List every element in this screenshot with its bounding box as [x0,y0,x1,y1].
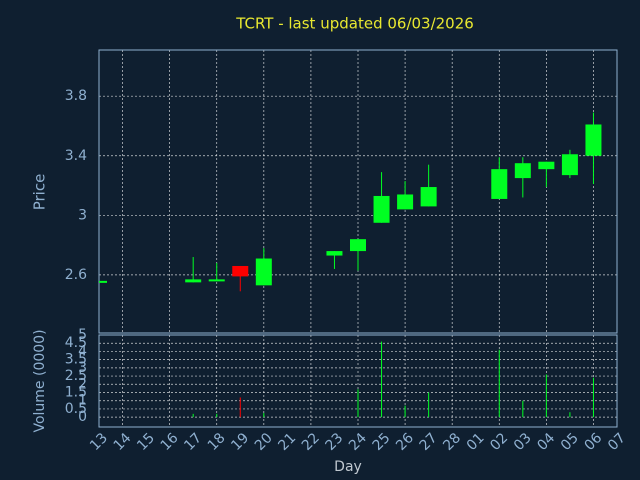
volume-tick-label: 3.5 [65,352,87,368]
x-tick-label: 22 [299,430,323,454]
x-tick-label: 20 [252,430,276,454]
volume-tick-label: 1.5 [65,385,87,401]
x-tick-label: 17 [181,430,205,454]
candle-body [585,124,602,156]
candles [99,112,602,292]
x-tick-label: 26 [393,430,417,454]
x-tick-label: 18 [205,430,229,454]
x-tick-label: 24 [346,430,370,454]
volume-tick-label: 4.5 [65,335,87,351]
candle-body [326,251,343,256]
x-tick-label: 13 [87,430,111,454]
y-tick-label: 3 [78,207,87,223]
candle-body [420,187,437,207]
candle-body [185,279,202,283]
y-tick-label: 3.8 [65,88,87,104]
plot-frame [98,49,618,334]
x-axis-label: Day [334,459,362,475]
x-tick-label: 23 [322,430,346,454]
x-tick-label: 05 [558,430,582,454]
x-tick-label: 19 [228,430,252,454]
candle-body [208,279,225,282]
x-tick-label: 27 [417,430,441,454]
candle-body [232,265,249,277]
y-tick-label: 3.4 [65,148,87,164]
candle-body [373,195,390,223]
y-tick-label: 2.6 [65,267,87,283]
volume-tick-label: 2 [78,376,87,392]
x-tick-label: 07 [605,430,629,454]
x-tick-label: 25 [370,430,394,454]
x-tick-label: 15 [134,430,158,454]
volume-axis-label: Volume (0000) [32,329,48,432]
candle-body [491,169,508,199]
x-tick-label: 01 [464,430,488,454]
x-tick-label: 14 [111,430,135,454]
volume-tick-label: 1 [78,393,87,409]
volumes [192,341,594,418]
x-tick-label: 03 [511,430,535,454]
candle-body [350,239,366,252]
y-axis-label: Price [31,174,49,211]
x-tick-label: 16 [158,430,182,454]
candle-body [255,258,272,286]
candle-body [397,194,414,210]
volume-tick-label: 0 [78,409,87,425]
candle-body [99,280,107,283]
x-tick-label: 21 [275,430,299,454]
candle-body [514,163,531,179]
candle-body [561,154,578,176]
volume-tick-label: 4 [78,343,87,359]
volume-tick-label: 0.5 [65,401,87,417]
volume-frame [98,334,618,428]
chart-title: TCRT - last updated 06/03/2026 [235,15,474,33]
x-tick-label: 28 [440,430,464,454]
x-tick-label: 04 [534,430,558,454]
volume-tick-label: 5 [78,327,87,343]
x-tick-label: 02 [487,430,511,454]
volume-tick-label: 3 [78,360,87,376]
x-tick-label: 06 [581,430,605,454]
candle-body [538,161,555,170]
volume-tick-label: 2.5 [65,368,87,384]
